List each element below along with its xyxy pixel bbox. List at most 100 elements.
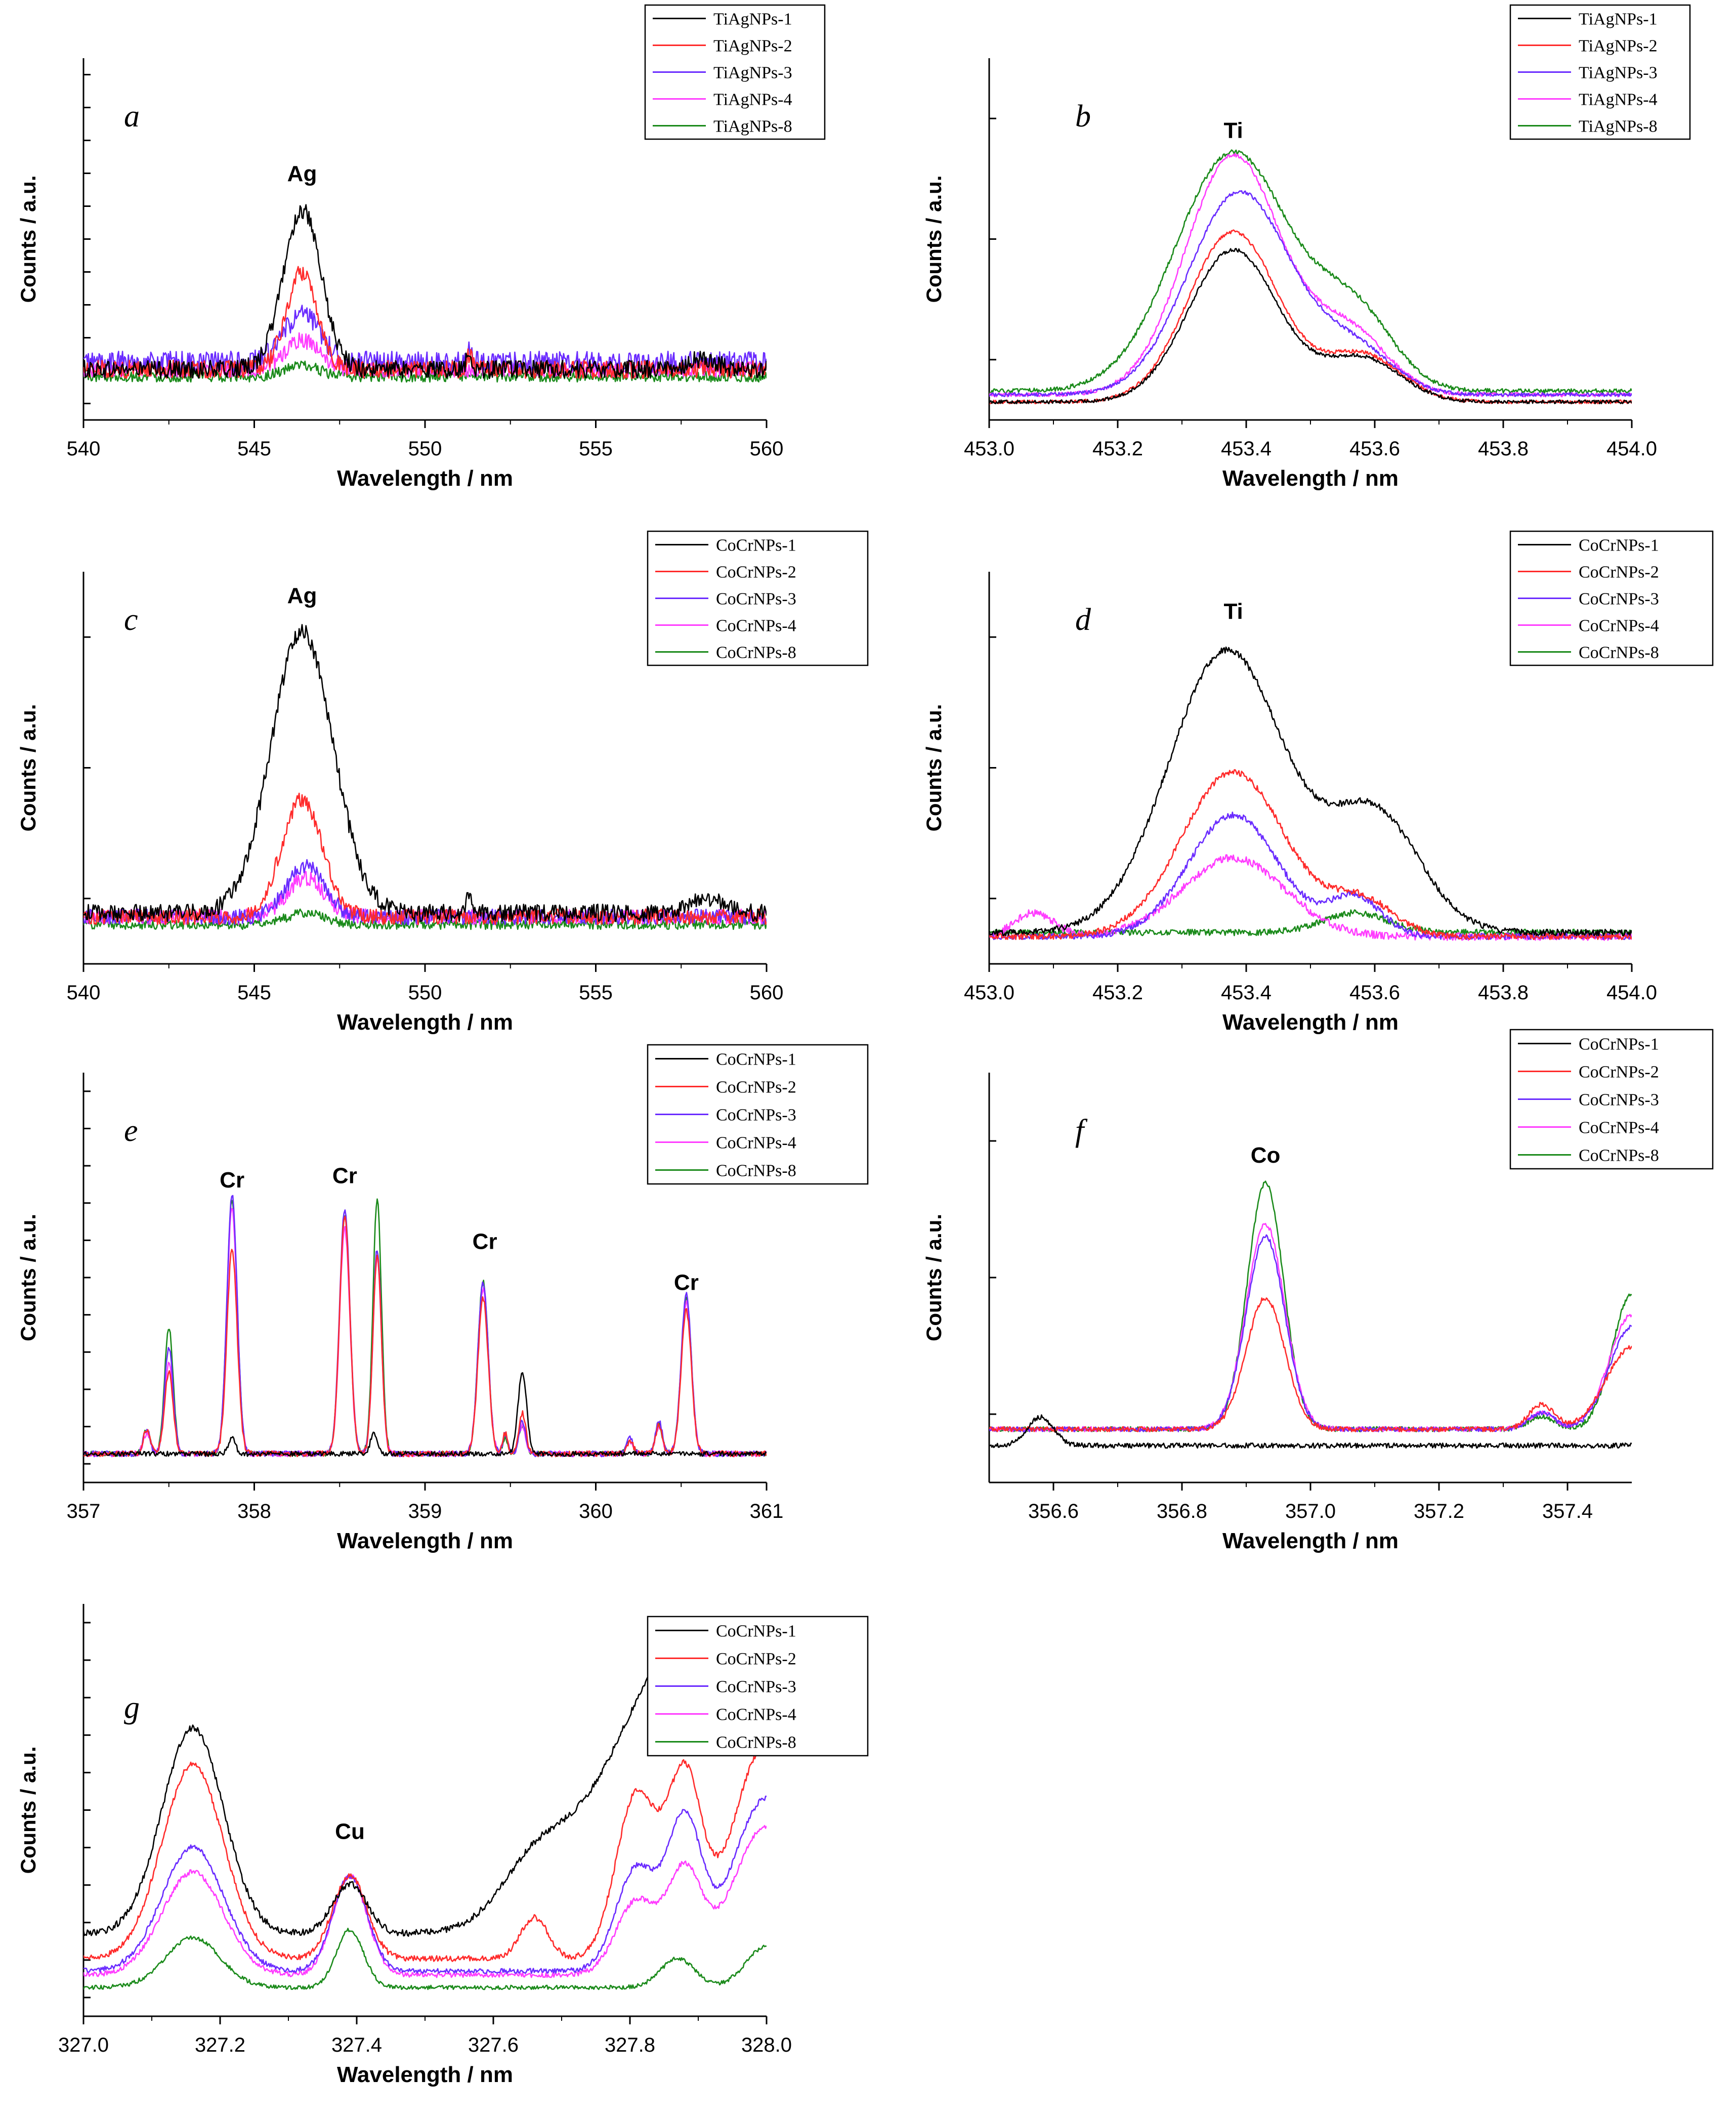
series-line-CoCrNPs-4 xyxy=(83,1208,767,1458)
x-tick-label: 453.0 xyxy=(964,438,1014,460)
x-tick-label: 357.2 xyxy=(1414,1500,1464,1522)
x-tick-label: 453.4 xyxy=(1221,982,1272,1004)
legend-entry: CoCrNPs-4 xyxy=(716,1706,796,1724)
legend-entry: CoCrNPs-8 xyxy=(1579,644,1659,662)
x-tick-label: 328.0 xyxy=(741,2034,792,2056)
legend-entry: CoCrNPs-1 xyxy=(716,1622,796,1641)
x-tick-label: 357.0 xyxy=(1285,1500,1336,1522)
chart-panel-e: 357 358 359 360 361 Wavelength / nm Counts / a… xyxy=(16,1044,869,1553)
series-line-CoCrNPs-1 xyxy=(989,646,1632,937)
x-tick-label: 453.8 xyxy=(1478,438,1529,460)
series-group xyxy=(83,204,767,383)
series-line-CoCrNPs-1 xyxy=(989,1414,1632,1449)
legend: CoCrNPs-1 CoCrNPs-2 CoCrNPs-3 CoCrNPs-4 CoCr… xyxy=(647,1044,869,1185)
legend-entry: CoCrNPs-1 xyxy=(716,1050,796,1069)
legend-entry: CoCrNPs-8 xyxy=(716,1733,796,1752)
panel-letter: f xyxy=(1075,1114,1088,1148)
legend-entry: CoCrNPs-2 xyxy=(1579,1063,1659,1082)
series-group xyxy=(83,624,767,930)
series-line-TiAgNPs-1 xyxy=(83,204,767,379)
series-line-CoCrNPs-4 xyxy=(989,1223,1632,1432)
x-tick-label: 555 xyxy=(579,438,613,460)
legend: TiAgNPs-1 TiAgNPs-2 TiAgNPs-3 TiAgNPs-4 TiAg… xyxy=(1509,4,1691,140)
panel-letter: a xyxy=(124,99,140,134)
legend-entry: TiAgNPs-3 xyxy=(1579,64,1658,82)
series-line-CoCrNPs-2 xyxy=(989,1297,1632,1432)
legend-entry: CoCrNPs-4 xyxy=(1579,1119,1659,1137)
legend-entry: CoCrNPs-2 xyxy=(716,563,796,582)
x-axis-label: Wavelength / nm xyxy=(337,1529,513,1553)
x-tick-label: 327.2 xyxy=(195,2034,245,2056)
y-axis-label: Counts / a.u. xyxy=(922,176,946,303)
peak-label-co: Co xyxy=(1251,1143,1281,1168)
legend-entry: CoCrNPs-4 xyxy=(716,1134,796,1153)
x-axis-label: Wavelength / nm xyxy=(337,466,513,491)
legend-entry: CoCrNPs-2 xyxy=(1579,563,1659,582)
chart-panel-d: 453.0 453.2 453.4 453.6 453.8 454.0 Wavelength… xyxy=(922,530,1714,1035)
legend: TiAgNPs-1 TiAgNPs-2 TiAgNPs-3 TiAgNPs-4 TiAg… xyxy=(644,4,826,140)
legend-entry: CoCrNPs-2 xyxy=(716,1650,796,1669)
x-tick-label: 356.8 xyxy=(1157,1500,1207,1522)
chart-panel-g: 327.0 327.2 327.4 327.6 327.8 328.0 Wavelength… xyxy=(16,1604,869,2087)
series-line-CoCrNPs-4 xyxy=(83,1825,767,1978)
legend-entry: CoCrNPs-1 xyxy=(1579,536,1659,555)
series-line-CoCrNPs-3 xyxy=(989,1234,1632,1432)
legend-entry: CoCrNPs-3 xyxy=(716,1106,796,1125)
peak-label-ti: Ti xyxy=(1223,599,1243,624)
x-tick-label: 359 xyxy=(408,1500,442,1522)
legend-entry: CoCrNPs-3 xyxy=(716,590,796,609)
x-tick-label: 327.4 xyxy=(331,2034,382,2056)
x-tick-label: 545 xyxy=(237,982,271,1004)
panel-letter: c xyxy=(124,603,138,637)
series-line-CoCrNPs-2 xyxy=(83,792,767,925)
series-line-CoCrNPs-1 xyxy=(83,1372,767,1457)
chart-panel-a: 540 545 550 555 560 Wavelength / nm Counts / a… xyxy=(16,4,826,491)
series-line-CoCrNPs-3 xyxy=(83,1795,767,1974)
series-line-CoCrNPs-8 xyxy=(83,1928,767,1990)
x-tick-label: 327.6 xyxy=(468,2034,519,2056)
x-tick-label: 356.6 xyxy=(1028,1500,1079,1522)
legend-entry: TiAgNPs-2 xyxy=(713,37,792,56)
x-axis-label: Wavelength / nm xyxy=(1222,466,1399,491)
peak-label-cu: Cu xyxy=(335,1819,365,1844)
legend-entry: TiAgNPs-4 xyxy=(713,91,792,109)
x-tick-label: 360 xyxy=(579,1500,613,1522)
x-tick-label: 453.8 xyxy=(1478,982,1529,1004)
peak-label-cr: Cr xyxy=(473,1229,497,1254)
series-group xyxy=(989,646,1632,941)
legend-entry: CoCrNPs-8 xyxy=(716,1162,796,1180)
x-tick-label: 453.2 xyxy=(1092,982,1143,1004)
legend-entry: CoCrNPs-4 xyxy=(716,617,796,635)
legend-entry: TiAgNPs-1 xyxy=(713,10,792,29)
panel-letter: e xyxy=(124,1114,138,1148)
x-tick-label: 454.0 xyxy=(1606,438,1657,460)
legend: CoCrNPs-1 CoCrNPs-2 CoCrNPs-3 CoCrNPs-4 CoCr… xyxy=(647,530,869,666)
legend-entry: CoCrNPs-2 xyxy=(716,1078,796,1097)
peak-label-cr: Cr xyxy=(332,1164,357,1189)
y-axis-label: Counts / a.u. xyxy=(922,704,946,832)
legend-entry: TiAgNPs-1 xyxy=(1579,10,1658,29)
series-line-CoCrNPs-2 xyxy=(83,1741,767,1962)
legend-entry: CoCrNPs-1 xyxy=(716,536,796,555)
series-line-TiAgNPs-4 xyxy=(989,153,1632,398)
legend: CoCrNPs-1 CoCrNPs-2 CoCrNPs-3 CoCrNPs-4 CoCr… xyxy=(1509,1029,1714,1170)
x-tick-label: 327.0 xyxy=(58,2034,109,2056)
legend-entry: TiAgNPs-4 xyxy=(1579,91,1658,109)
legend-entry: CoCrNPs-3 xyxy=(1579,1091,1659,1110)
legend: CoCrNPs-1 CoCrNPs-2 CoCrNPs-3 CoCrNPs-4 CoCr… xyxy=(647,1616,869,1757)
x-tick-label: 555 xyxy=(579,982,613,1004)
x-tick-label: 545 xyxy=(237,438,271,460)
series-line-CoCrNPs-1 xyxy=(83,624,767,922)
x-tick-label: 453.6 xyxy=(1349,982,1400,1004)
series-line-CoCrNPs-3 xyxy=(83,1195,767,1458)
x-axis-label: Wavelength / nm xyxy=(337,1010,513,1035)
series-line-CoCrNPs-8 xyxy=(83,1198,767,1457)
panel-letter: d xyxy=(1075,603,1091,637)
series-line-TiAgNPs-3 xyxy=(83,305,767,374)
peak-label-ag: Ag xyxy=(287,161,317,186)
x-axis-label: Wavelength / nm xyxy=(1222,1529,1399,1553)
legend-entry: CoCrNPs-3 xyxy=(1579,590,1659,609)
x-tick-label: 550 xyxy=(408,438,442,460)
series-line-CoCrNPs-8 xyxy=(989,1180,1632,1432)
